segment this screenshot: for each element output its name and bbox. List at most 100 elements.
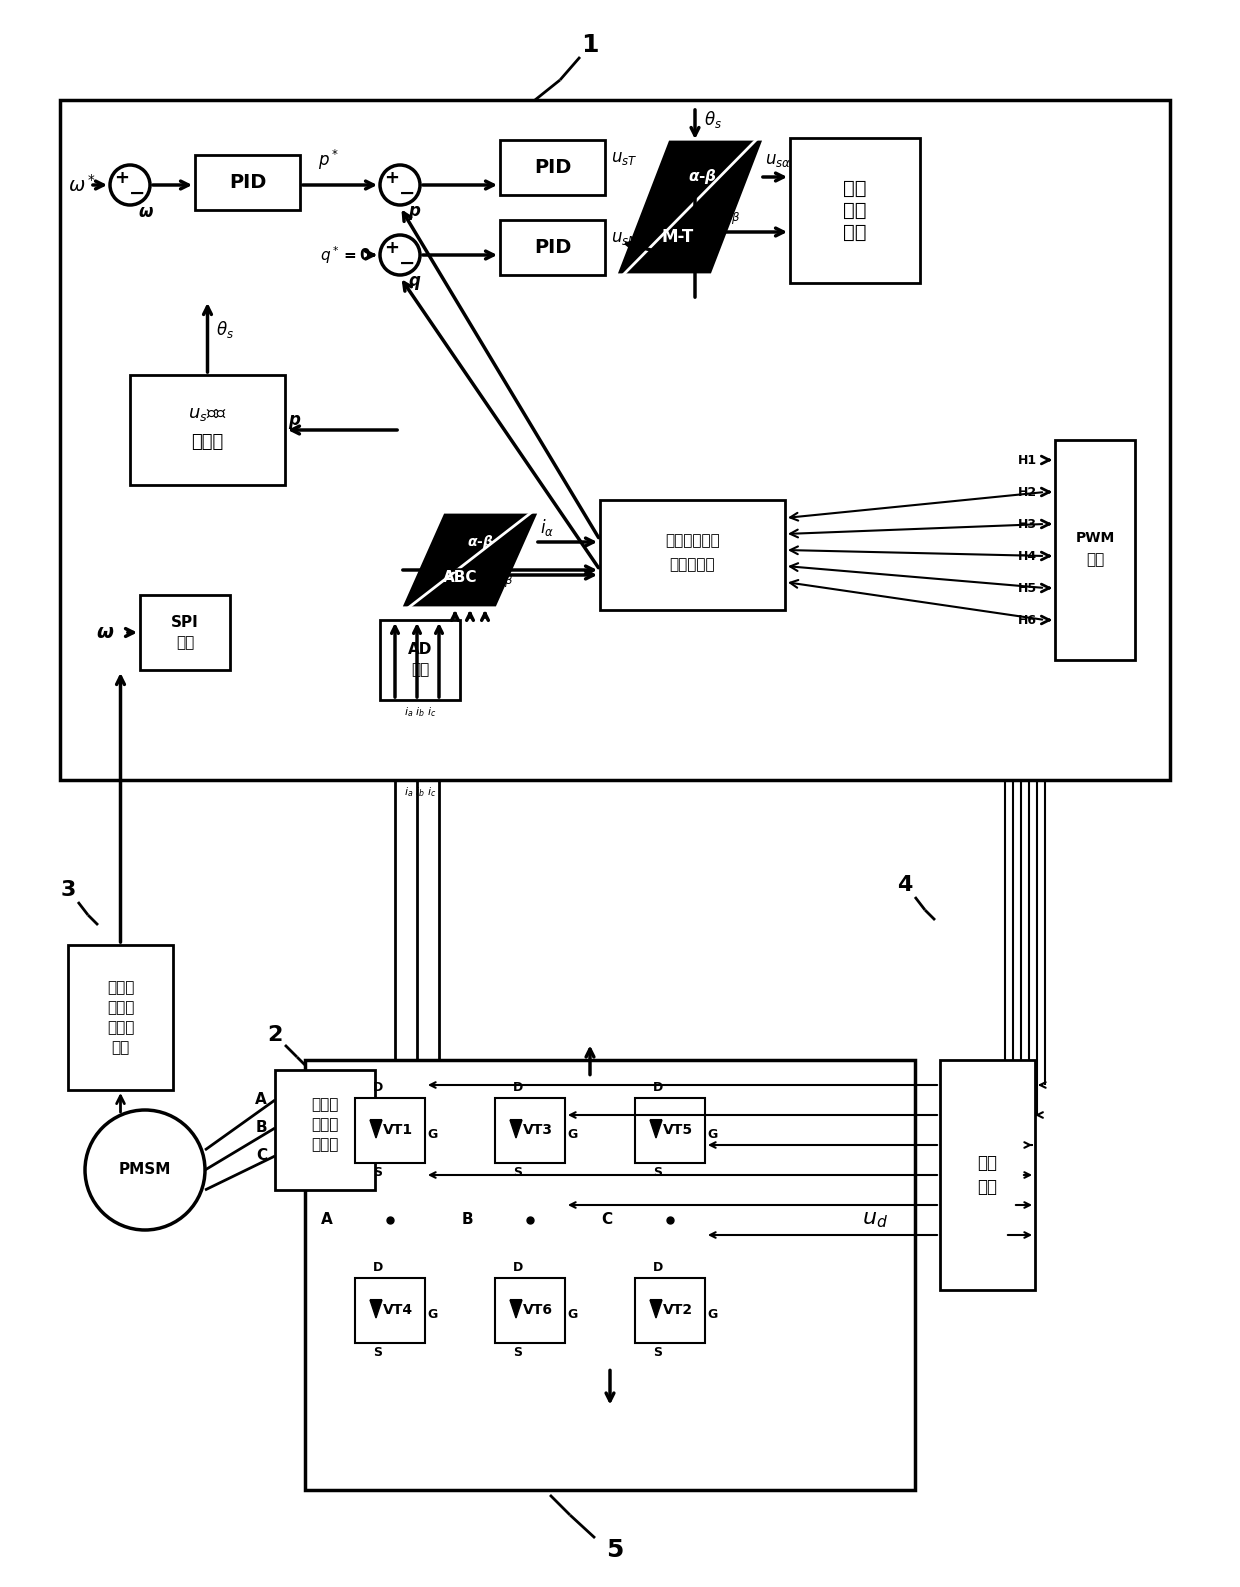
Text: $\boldsymbol{p^*}$: $\boldsymbol{p^*}$ (317, 148, 340, 171)
Text: +: + (384, 168, 399, 187)
Text: +: + (384, 240, 399, 257)
Text: B: B (461, 1212, 472, 1227)
Text: $i_a\ i_b\ i_c$: $i_a\ i_b\ i_c$ (403, 786, 436, 798)
Text: D: D (513, 1081, 523, 1093)
Text: 接口: 接口 (1086, 552, 1104, 568)
Text: 调制: 调制 (843, 224, 867, 241)
Text: $\boldsymbol{u_d}$: $\boldsymbol{u_d}$ (862, 1209, 888, 1230)
Text: H4: H4 (1018, 549, 1037, 562)
Text: $\boldsymbol{\theta_s}$: $\boldsymbol{\theta_s}$ (704, 108, 722, 130)
Text: S: S (373, 1166, 382, 1179)
Text: 置和转: 置和转 (107, 1000, 134, 1016)
Text: PWM: PWM (1075, 532, 1115, 544)
Text: 电路: 电路 (977, 1178, 997, 1197)
Bar (60, 100, 1171, 779)
Text: $\boldsymbol{u_{sM}}$: $\boldsymbol{u_{sM}}$ (611, 229, 640, 248)
Polygon shape (650, 1120, 662, 1138)
Text: D: D (373, 1081, 383, 1093)
Text: VT4: VT4 (383, 1303, 413, 1317)
Text: C: C (601, 1212, 613, 1227)
Text: S: S (653, 1346, 662, 1358)
Bar (140, 595, 229, 670)
Text: $\boldsymbol{q}$: $\boldsymbol{q}$ (408, 275, 422, 292)
Text: 电路: 电路 (112, 1039, 130, 1055)
Bar (355, 1098, 425, 1163)
Polygon shape (405, 516, 534, 605)
Text: $i_a\ i_b\ i_c$: $i_a\ i_b\ i_c$ (403, 705, 436, 719)
Text: $\boldsymbol{u_{sT}}$: $\boldsymbol{u_{sT}}$ (611, 149, 637, 167)
Text: VT2: VT2 (663, 1303, 693, 1317)
Text: D: D (653, 1262, 663, 1274)
Text: D: D (653, 1081, 663, 1093)
Text: 1: 1 (582, 33, 599, 57)
Text: S: S (653, 1166, 662, 1179)
Circle shape (110, 165, 150, 205)
Bar (275, 1070, 374, 1190)
Polygon shape (370, 1120, 382, 1138)
Text: 速检测: 速检测 (107, 1020, 134, 1035)
Text: $\boldsymbol{i_\beta}$: $\boldsymbol{i_\beta}$ (500, 567, 513, 590)
Circle shape (86, 1109, 205, 1230)
Text: H1: H1 (1018, 454, 1037, 467)
Text: $\boldsymbol{q^*=0}$: $\boldsymbol{q^*=0}$ (320, 244, 371, 267)
Text: SPI: SPI (171, 616, 198, 630)
Text: $\boldsymbol{\omega^*}$: $\boldsymbol{\omega^*}$ (68, 175, 97, 195)
Bar (305, 1060, 915, 1490)
Text: H5: H5 (1018, 581, 1037, 595)
Bar (68, 944, 174, 1090)
Bar (1055, 440, 1135, 660)
Text: 测电路: 测电路 (311, 1138, 339, 1152)
Text: 瞬时有功、无: 瞬时有功、无 (665, 533, 720, 549)
Text: VT5: VT5 (663, 1124, 693, 1136)
Polygon shape (620, 141, 760, 271)
Text: H6: H6 (1018, 614, 1037, 627)
Bar (635, 1278, 706, 1343)
Bar (600, 500, 785, 609)
Text: −: − (129, 184, 145, 203)
Text: $\boldsymbol{u_s}$电压: $\boldsymbol{u_s}$电压 (188, 405, 227, 424)
Text: C: C (255, 1149, 267, 1163)
Text: 接口: 接口 (176, 635, 195, 651)
Text: 驱动: 驱动 (977, 1154, 997, 1173)
Bar (635, 1098, 706, 1163)
Text: 功功率计算: 功功率计算 (670, 557, 715, 573)
Text: PID: PID (229, 173, 267, 192)
Polygon shape (650, 1300, 662, 1317)
Bar (195, 156, 300, 209)
Text: 接口: 接口 (410, 662, 429, 678)
Text: PID: PID (533, 238, 572, 257)
Polygon shape (370, 1300, 382, 1317)
Text: $\boldsymbol{\omega}$: $\boldsymbol{\omega}$ (95, 624, 114, 643)
Text: G: G (708, 1309, 718, 1322)
Text: G: G (428, 1128, 438, 1141)
Bar (130, 375, 285, 486)
Text: $\boldsymbol{i_\alpha}$: $\boldsymbol{i_\alpha}$ (539, 516, 554, 538)
Text: S: S (513, 1346, 522, 1358)
Polygon shape (510, 1120, 522, 1138)
Text: D: D (373, 1262, 383, 1274)
Text: $\boldsymbol{p}$: $\boldsymbol{p}$ (408, 205, 422, 222)
Text: ABC: ABC (443, 570, 477, 586)
Text: AD: AD (408, 643, 433, 657)
Bar (500, 140, 605, 195)
Text: 空间: 空间 (843, 179, 867, 198)
Text: 转子位: 转子位 (107, 981, 134, 995)
Text: 5: 5 (606, 1538, 624, 1562)
Text: $\boldsymbol{u_{s\alpha}}$: $\boldsymbol{u_{s\alpha}}$ (765, 151, 791, 168)
Polygon shape (510, 1300, 522, 1317)
Text: 矢量角: 矢量角 (191, 433, 223, 451)
Text: $\boldsymbol{\alpha}$-$\boldsymbol{\beta}$: $\boldsymbol{\alpha}$-$\boldsymbol{\beta… (687, 168, 717, 187)
Text: D: D (513, 1262, 523, 1274)
Text: G: G (568, 1128, 578, 1141)
Text: M-T: M-T (662, 229, 694, 246)
Text: 矢量: 矢量 (843, 202, 867, 221)
Text: −: − (399, 254, 415, 273)
Text: −: − (399, 184, 415, 203)
Text: +: + (114, 168, 129, 187)
Text: PMSM: PMSM (119, 1163, 171, 1178)
Text: 4: 4 (898, 874, 913, 895)
Bar (500, 221, 605, 275)
Text: $\boldsymbol{\omega}$: $\boldsymbol{\omega}$ (138, 203, 154, 221)
Text: 电流与: 电流与 (311, 1098, 339, 1112)
Text: S: S (373, 1346, 382, 1358)
